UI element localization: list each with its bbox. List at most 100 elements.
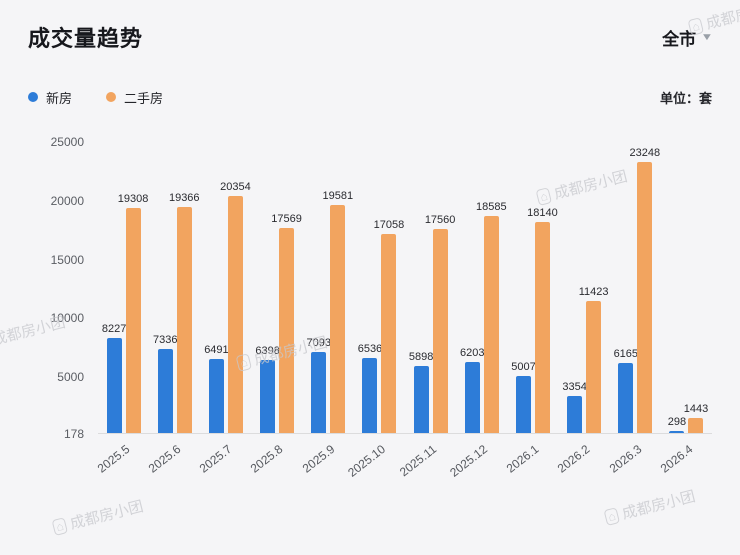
bar-group: 5007 18140 2026.1 <box>504 142 558 476</box>
y-tick-label: 20000 <box>50 193 84 208</box>
bar-group: 298 1443 2026.4 <box>658 142 712 476</box>
bar-secondhand[interactable] <box>534 221 550 433</box>
bar-newhome[interactable] <box>464 362 480 433</box>
bar-group: 7336 19366 2025.6 <box>146 142 200 475</box>
chevron-down-icon: ▼ <box>700 31 714 43</box>
bar-column: 6398 <box>255 345 280 433</box>
bar-newhome[interactable] <box>669 431 685 433</box>
bar-column: 6491 <box>204 344 229 433</box>
x-axis-label: 2025.5 <box>94 442 133 476</box>
bar-value-label: 7093 <box>306 336 332 349</box>
bar-column: 17569 <box>271 213 302 433</box>
bar-value-label: 6203 <box>460 347 485 360</box>
bar-value-label: 20354 <box>220 180 251 193</box>
bar-newhome[interactable] <box>413 365 429 433</box>
x-axis-label: 2025.11 <box>397 442 440 480</box>
bar-secondhand[interactable] <box>483 216 499 433</box>
bar-value-label: 17058 <box>373 219 405 232</box>
bar-column: 5007 <box>511 361 536 433</box>
bar-value-label: 6536 <box>357 343 383 356</box>
bar-column: 19581 <box>322 190 353 433</box>
bar-value-label: 298 <box>667 416 687 428</box>
bar-newhome[interactable] <box>208 358 224 433</box>
bar-value-label: 19581 <box>322 189 354 202</box>
bar-column: 1443 <box>684 403 708 433</box>
bar-value-label: 3354 <box>562 380 587 393</box>
bar-group: 6536 17058 2025.10 <box>345 142 405 479</box>
bar-column: 6536 <box>358 343 382 433</box>
bar-newhome[interactable] <box>311 351 327 433</box>
bar-column: 17058 <box>374 219 404 433</box>
bar-chart: 178 5000 10000 15000 20000 25000 8227 19308 202… <box>28 135 712 502</box>
bar-group: 8227 19308 2025.5 <box>95 142 149 476</box>
y-tick-label: 15000 <box>50 252 84 267</box>
bar-column: 6203 <box>460 347 485 433</box>
bar-group: 7093 19581 2025.9 <box>299 142 354 476</box>
bar-value-label: 18140 <box>527 206 558 219</box>
bar-newhome[interactable] <box>362 358 378 433</box>
bar-value-label: 19308 <box>117 192 149 205</box>
bar-group: 6491 20354 2025.7 <box>197 142 251 476</box>
legend-item-newhome[interactable]: 新房 <box>28 88 72 107</box>
bar-group: 6398 17569 2025.8 <box>248 142 303 475</box>
bar-group: 3354 11423 2026.2 <box>555 142 610 476</box>
bar-value-label: 18585 <box>475 201 507 214</box>
legend-item-secondhand[interactable]: 二手房 <box>106 88 163 107</box>
x-axis-label: 2025.10 <box>345 442 389 480</box>
bar-column: 298 <box>667 416 687 433</box>
bar-value-label: 6491 <box>204 343 229 356</box>
bar-column: 18585 <box>476 201 507 433</box>
bar-value-label: 19366 <box>168 192 200 205</box>
bar-secondhand[interactable] <box>125 207 141 433</box>
bar-newhome[interactable] <box>260 359 276 433</box>
bar-column: 8227 <box>102 323 126 433</box>
bar-value-label: 17560 <box>424 213 456 226</box>
legend-row: 新房 二手房 单位：套 <box>28 88 712 106</box>
bar-newhome[interactable] <box>515 376 531 433</box>
header: 成交量趋势 全市 ▼ <box>28 22 714 52</box>
bar-value-label: 5898 <box>408 350 434 363</box>
bar-secondhand[interactable] <box>432 228 448 433</box>
x-axis-label: 2025.8 <box>248 442 286 476</box>
bar-value-label: 7336 <box>153 333 178 346</box>
watermark-logo-icon: ⌂ <box>51 516 69 536</box>
bar-secondhand[interactable] <box>637 161 653 433</box>
bar-newhome[interactable] <box>567 395 583 433</box>
bar-secondhand[interactable] <box>688 418 704 433</box>
bar-column: 18140 <box>527 207 558 433</box>
legend-item-label: 二手房 <box>124 90 164 106</box>
x-axis-label: 2026.2 <box>555 442 593 476</box>
bar-secondhand[interactable] <box>586 300 602 433</box>
bar-secondhand[interactable] <box>227 195 243 433</box>
bar-value-label: 6165 <box>613 347 639 360</box>
unit-label: 单位：套 <box>659 90 712 106</box>
bar-secondhand[interactable] <box>176 207 192 433</box>
bar-value-label: 17569 <box>271 213 302 226</box>
bar-column: 5898 <box>409 351 433 433</box>
legend-color-dot <box>28 92 38 102</box>
bar-column: 17560 <box>425 214 455 433</box>
region-selector-label: 全市 <box>662 29 697 49</box>
bar-newhome[interactable] <box>106 338 122 433</box>
legend: 新房 二手房 <box>28 88 163 107</box>
bar-secondhand[interactable] <box>381 234 397 433</box>
bar-column: 23248 <box>630 147 660 433</box>
x-axis-label: 2025.12 <box>447 442 491 480</box>
bar-newhome[interactable] <box>157 348 173 433</box>
bar-value-label: 5007 <box>511 361 536 374</box>
bar-column: 19366 <box>169 192 200 433</box>
x-axis-label: 2025.9 <box>299 442 337 476</box>
y-axis: 178 5000 10000 15000 20000 25000 <box>28 135 84 441</box>
watermark-logo-icon: ⌂ <box>603 506 621 526</box>
region-selector[interactable]: 全市 ▼ <box>662 25 714 50</box>
y-tick-label: 178 <box>63 427 84 441</box>
bar-column: 7093 <box>307 337 331 433</box>
bar-secondhand[interactable] <box>330 204 346 433</box>
y-tick-label: 10000 <box>50 311 84 326</box>
bar-secondhand[interactable] <box>279 228 295 433</box>
bar-column: 3354 <box>562 381 587 433</box>
x-axis-label: 2025.6 <box>145 442 184 476</box>
x-axis-label: 2026.1 <box>504 442 542 476</box>
bar-newhome[interactable] <box>618 362 634 433</box>
